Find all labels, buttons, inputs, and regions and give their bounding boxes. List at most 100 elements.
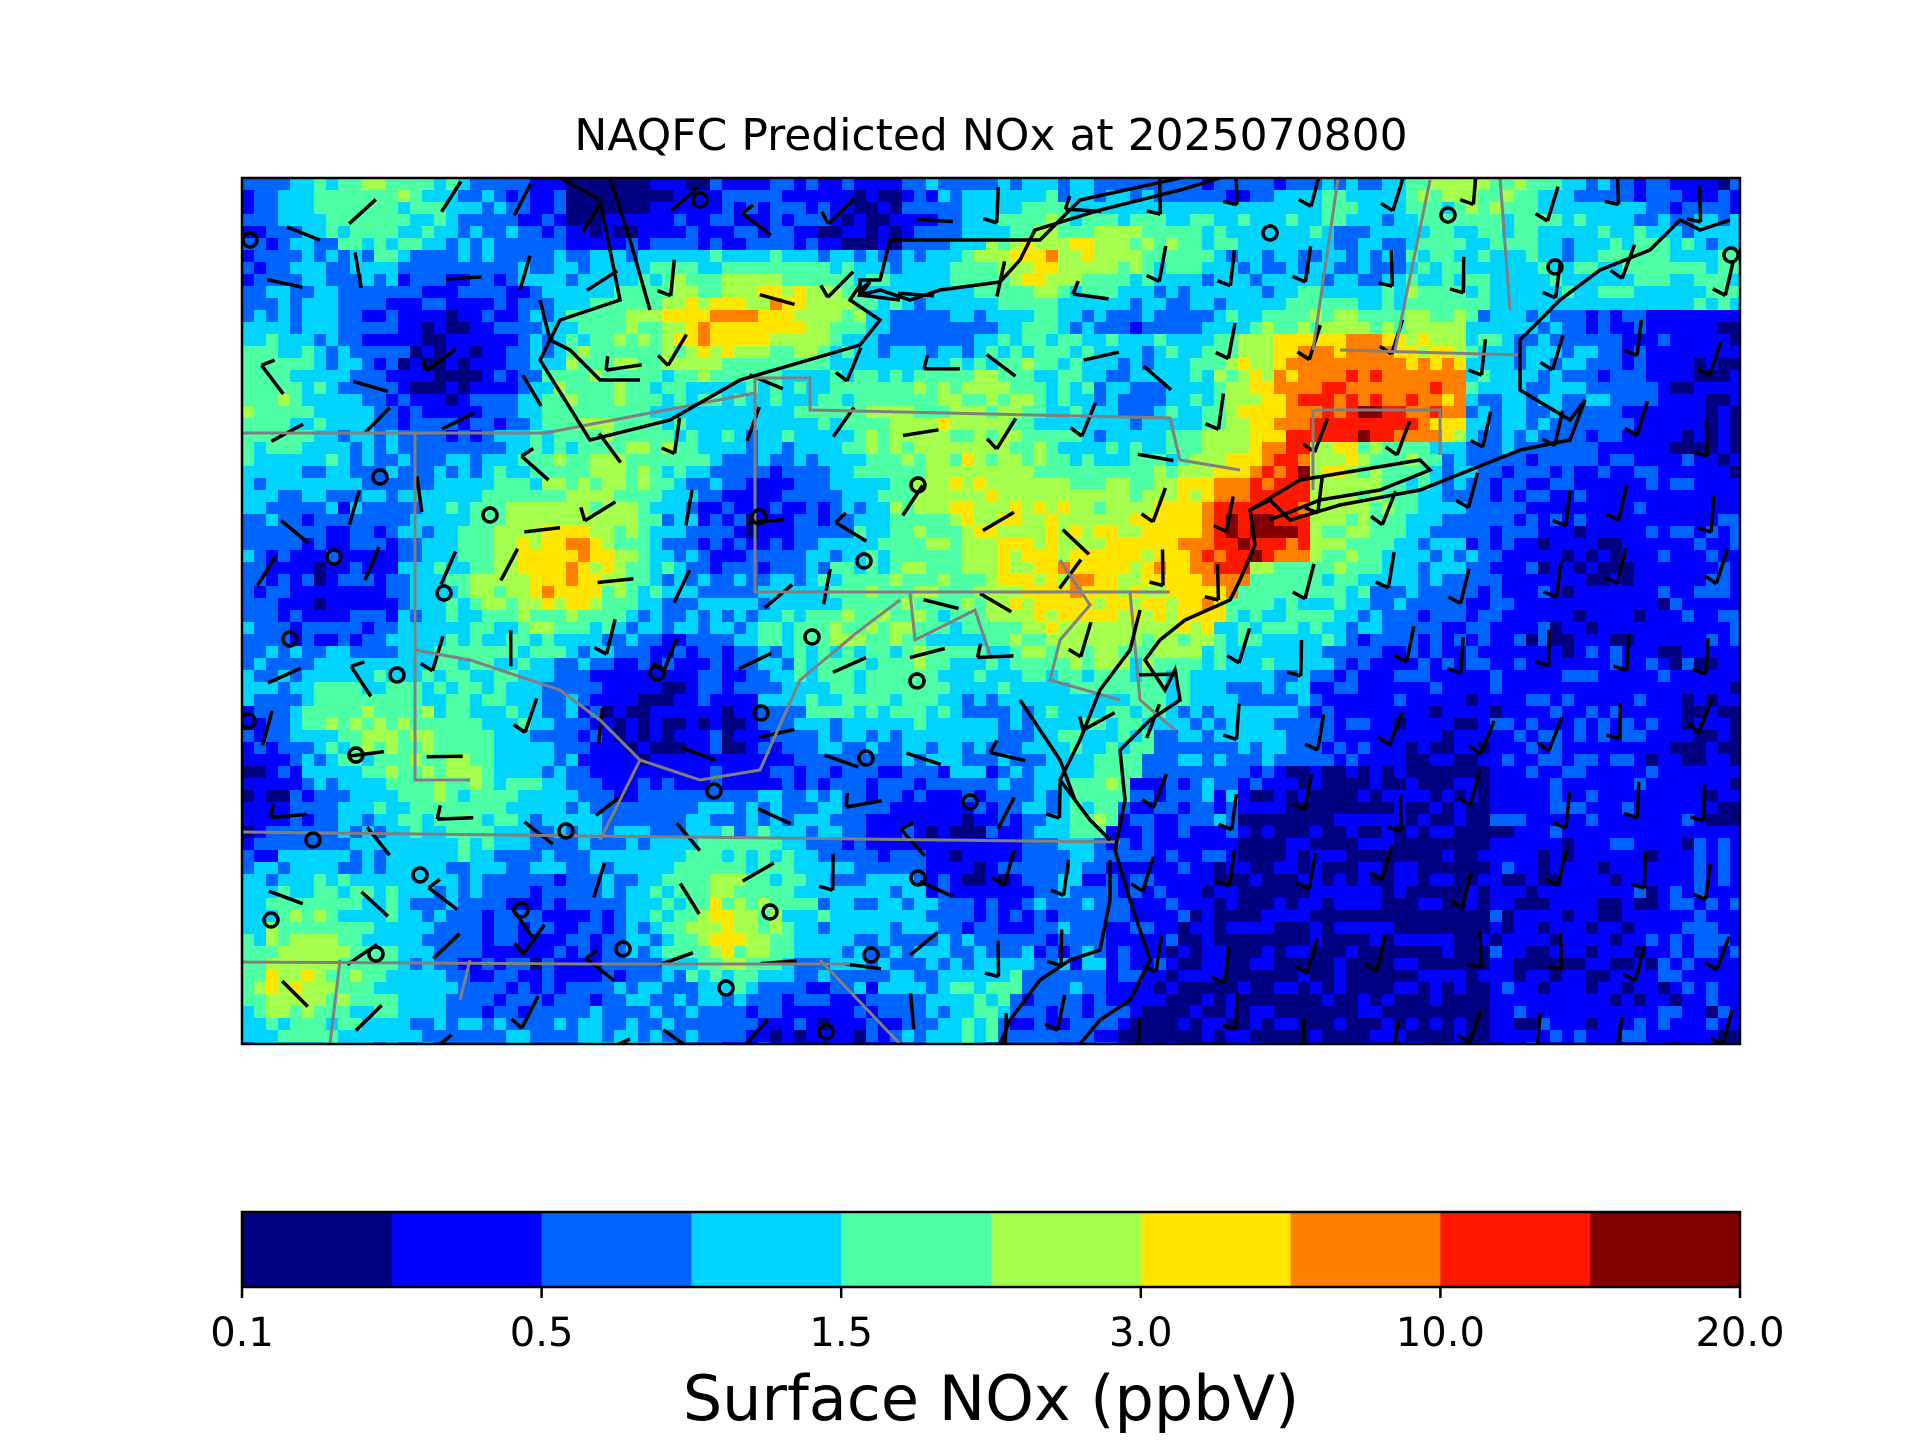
wind-barb: [1534, 629, 1551, 668]
state-line: [1498, 178, 1512, 311]
wind-barb: [1703, 935, 1731, 972]
wind-barb: [1524, 1012, 1543, 1044]
wind-barb: [1215, 850, 1236, 888]
wind-barb: [1457, 770, 1482, 807]
monitor-stations: [242, 191, 1740, 1041]
wind-barb: [763, 583, 794, 610]
colorbar-swatch: [991, 1212, 1142, 1287]
wind-barb: [1609, 244, 1637, 280]
state-borders: [242, 178, 1521, 1044]
colorbar-frame: [240, 1210, 1742, 1289]
colorbar-label: Surface NOx (ppbV): [683, 1362, 1299, 1435]
state-line: [242, 960, 850, 966]
state-line: [242, 431, 470, 782]
coast-line: [537, 178, 883, 443]
station-marker: [855, 552, 873, 570]
state-line: [1311, 178, 1340, 351]
wind-barb: [349, 660, 373, 698]
wind-barb: [1222, 178, 1239, 207]
wind-barb: [741, 861, 775, 883]
wind-barb: [281, 979, 310, 1008]
coast-line: [1078, 217, 1731, 1044]
station-marker: [1722, 246, 1740, 264]
wind-barb: [1301, 1017, 1306, 1044]
wind-barb: [1605, 484, 1629, 522]
wind-barb: [1071, 280, 1109, 301]
wind-barb: [818, 854, 835, 892]
wind-barbs: [255, 178, 1736, 1065]
state-line: [639, 598, 901, 782]
wind-barb: [513, 923, 546, 956]
wind-barb: [1286, 639, 1304, 678]
wind-barb: [823, 753, 859, 769]
wind-barb: [923, 598, 959, 611]
wind-barb: [427, 877, 459, 911]
wind-barb: [1542, 261, 1563, 300]
wind-barb: [988, 739, 1026, 763]
nox-field: [242, 178, 1740, 1044]
wind-barb: [1612, 634, 1631, 673]
wind-barb: [285, 225, 321, 242]
station-marker: [281, 630, 299, 648]
wind-barb: [347, 749, 385, 758]
wind-barb: [821, 568, 832, 605]
wind-barb: [1552, 791, 1572, 830]
wind-barb: [1140, 487, 1168, 524]
state-line: [242, 830, 1121, 844]
wind-barb: [1136, 1017, 1141, 1044]
wind-barb: [284, 1051, 317, 1065]
station-marker: [750, 508, 768, 526]
wind-barb: [661, 417, 682, 456]
wind-barb: [1552, 489, 1572, 528]
wind-barb: [1061, 528, 1091, 556]
wind-barb: [1142, 364, 1173, 392]
wind-barb: [1387, 794, 1403, 833]
wind-barb: [832, 656, 867, 674]
wind-barb: [1045, 781, 1062, 820]
station-marker: [557, 822, 575, 840]
wind-barb: [268, 889, 304, 906]
coast-line: [1249, 458, 1434, 522]
wind-barb: [1378, 250, 1395, 288]
wind-barb: [1211, 946, 1232, 985]
wind-barb: [1547, 933, 1564, 972]
wind-barb: [1137, 452, 1174, 463]
coast-line: [856, 280, 901, 302]
wind-barb: [922, 354, 960, 371]
station-marker: [388, 666, 406, 684]
wind-barb: [1693, 419, 1710, 458]
wind-barb: [916, 217, 953, 224]
wind-barb: [1145, 245, 1168, 283]
wind-barb: [680, 745, 716, 762]
state-line: [1048, 559, 1121, 702]
wind-barb: [1703, 548, 1730, 585]
wind-barb: [1466, 931, 1483, 969]
wind-barb: [524, 526, 561, 534]
wind-barb: [1141, 773, 1169, 810]
wind-barb: [521, 374, 543, 407]
state-line: [818, 958, 902, 1044]
wind-barb: [909, 646, 946, 660]
map-frame: [240, 176, 1742, 1046]
wind-barb: [908, 931, 939, 957]
coast-line: [1018, 699, 1077, 801]
state-line: [1393, 179, 1432, 351]
wind-barb: [1449, 872, 1473, 910]
station-marker: [691, 191, 709, 209]
wind-barb: [1544, 850, 1568, 887]
wind-barb: [347, 489, 361, 526]
wind-barb: [1542, 561, 1563, 599]
wind-barb: [919, 879, 954, 899]
wind-barb: [1605, 702, 1623, 741]
station-marker: [961, 793, 979, 811]
wind-barb: [1291, 563, 1316, 601]
wind-barb: [581, 200, 604, 233]
station-marker: [411, 866, 429, 884]
wind-barb: [1291, 246, 1313, 284]
chart-title: NAQFC Predicted NOx at 2025070800: [574, 110, 1407, 161]
wind-barb: [440, 180, 463, 213]
wind-barb: [585, 269, 619, 292]
station-marker: [1261, 224, 1279, 242]
station-marker: [817, 1023, 835, 1041]
wind-barb: [908, 993, 916, 1030]
